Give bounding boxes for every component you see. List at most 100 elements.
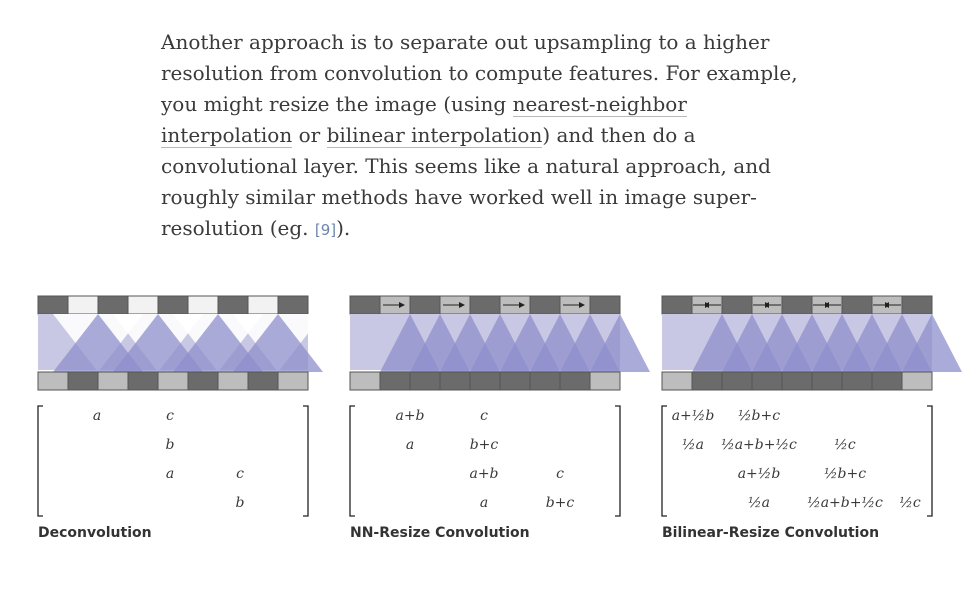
matrix-right-bracket bbox=[927, 405, 933, 517]
kernel-triangle bbox=[53, 314, 143, 372]
matrix-entry: a+½b bbox=[672, 408, 715, 424]
input-cell bbox=[589, 295, 621, 315]
output-cell bbox=[811, 371, 843, 391]
input-cell bbox=[217, 295, 249, 315]
matrix-right-bracket bbox=[615, 405, 621, 517]
arrow-head bbox=[884, 302, 889, 308]
input-cell bbox=[349, 295, 381, 315]
figure-caption: Bilinear-Resize Convolution bbox=[662, 525, 879, 541]
matrix-left-bracket bbox=[661, 405, 667, 517]
output-cell bbox=[469, 371, 501, 391]
output-cell bbox=[499, 371, 531, 391]
matrix-entry: c bbox=[166, 408, 174, 424]
paragraph-text: resolution (eg. bbox=[161, 216, 315, 240]
input-cell bbox=[469, 295, 501, 315]
matrix-entry: b+c bbox=[546, 495, 575, 511]
input-cell bbox=[157, 295, 189, 315]
matrix-entry: a+b bbox=[469, 466, 498, 482]
matrix-entry: ½a+b+½c bbox=[721, 437, 797, 453]
output-cell bbox=[127, 371, 159, 391]
arrow-head bbox=[399, 302, 405, 308]
input-cell bbox=[37, 295, 69, 315]
paragraph-text: you might resize the image (using bbox=[161, 92, 513, 116]
input-cell bbox=[67, 295, 99, 315]
output-cell bbox=[277, 371, 309, 391]
output-cell bbox=[187, 371, 219, 391]
output-cell bbox=[661, 371, 693, 391]
matrix-entry: ½b+c bbox=[738, 408, 780, 424]
arrow-head bbox=[579, 302, 585, 308]
figure-caption: Deconvolution bbox=[38, 525, 152, 541]
output-cell bbox=[379, 371, 411, 391]
output-cell bbox=[781, 371, 813, 391]
output-cell bbox=[871, 371, 903, 391]
input-cell bbox=[127, 295, 159, 315]
nearest-neighbor-link-cont[interactable]: interpolation bbox=[161, 123, 293, 148]
matrix-entry: a bbox=[406, 437, 414, 453]
paragraph-line: resolution from convolution to compute f… bbox=[161, 61, 798, 85]
arrow-head bbox=[704, 302, 709, 308]
paragraph-line: you might resize the image (using neares… bbox=[161, 89, 811, 120]
matrix-entry: c bbox=[556, 466, 564, 482]
input-cell bbox=[409, 295, 441, 315]
output-cell bbox=[67, 371, 99, 391]
matrix-left-bracket bbox=[37, 405, 43, 517]
paragraph-text: or bbox=[292, 123, 327, 147]
paragraph-line: convolutional layer. This seems like a n… bbox=[161, 154, 771, 178]
paragraph-line: roughly similar methods have worked well… bbox=[161, 185, 757, 209]
input-cell bbox=[781, 295, 813, 315]
matrix-entry: a+b bbox=[395, 408, 424, 424]
kernel-triangle bbox=[902, 314, 962, 372]
body-paragraph: Another approach is to separate out upsa… bbox=[161, 27, 811, 246]
input-cell bbox=[661, 295, 693, 315]
input-cell bbox=[187, 295, 219, 315]
output-cell bbox=[721, 371, 753, 391]
input-cell bbox=[901, 295, 933, 315]
input-cell bbox=[841, 295, 873, 315]
input-cell bbox=[97, 295, 129, 315]
output-cell bbox=[157, 371, 189, 391]
paragraph-line: Another approach is to separate out upsa… bbox=[161, 30, 770, 54]
matrix-entry: ½b+c bbox=[824, 466, 866, 482]
bilinear-interpolation-link[interactable]: bilinear interpolation bbox=[326, 123, 543, 148]
output-cell bbox=[97, 371, 129, 391]
kernel-triangle bbox=[113, 314, 203, 372]
paragraph-text: ) and then do a bbox=[542, 123, 696, 147]
input-cell bbox=[721, 295, 753, 315]
nearest-neighbor-link[interactable]: nearest-neighbor bbox=[512, 92, 687, 117]
output-cell bbox=[439, 371, 471, 391]
matrix-entry: b bbox=[166, 437, 175, 453]
matrix-right-bracket bbox=[303, 405, 309, 517]
paragraph-line: resolution (eg. [9]). bbox=[161, 213, 811, 246]
matrix-entry: a bbox=[93, 408, 101, 424]
matrix-left-bracket bbox=[349, 405, 355, 517]
matrix-entry: b+c bbox=[470, 437, 499, 453]
input-cell bbox=[277, 295, 309, 315]
arrow-head bbox=[764, 302, 769, 308]
output-cell bbox=[841, 371, 873, 391]
citation-link[interactable]: [9] bbox=[314, 221, 337, 239]
output-cell bbox=[349, 371, 381, 391]
paragraph-text: ). bbox=[336, 216, 351, 240]
matrix-entry: ½a+b+½c bbox=[807, 495, 883, 511]
arrow-head bbox=[519, 302, 525, 308]
output-cell bbox=[409, 371, 441, 391]
matrix-entry: c bbox=[236, 466, 244, 482]
output-cell bbox=[217, 371, 249, 391]
output-cell bbox=[751, 371, 783, 391]
kernel-triangle bbox=[173, 314, 263, 372]
output-cell bbox=[901, 371, 933, 391]
paragraph-line: interpolation or bilinear interpolation)… bbox=[161, 120, 811, 151]
figure-caption: NN-Resize Convolution bbox=[350, 525, 530, 541]
output-cell bbox=[529, 371, 561, 391]
matrix-entry: ½a bbox=[682, 437, 704, 453]
matrix-entry: c bbox=[480, 408, 488, 424]
input-cell bbox=[529, 295, 561, 315]
input-cell bbox=[247, 295, 279, 315]
matrix-entry: ½c bbox=[834, 437, 856, 453]
kernel-triangle bbox=[590, 314, 650, 372]
matrix-entry: b bbox=[236, 495, 245, 511]
matrix-entry: ½c bbox=[899, 495, 921, 511]
matrix-entry: a bbox=[480, 495, 488, 511]
